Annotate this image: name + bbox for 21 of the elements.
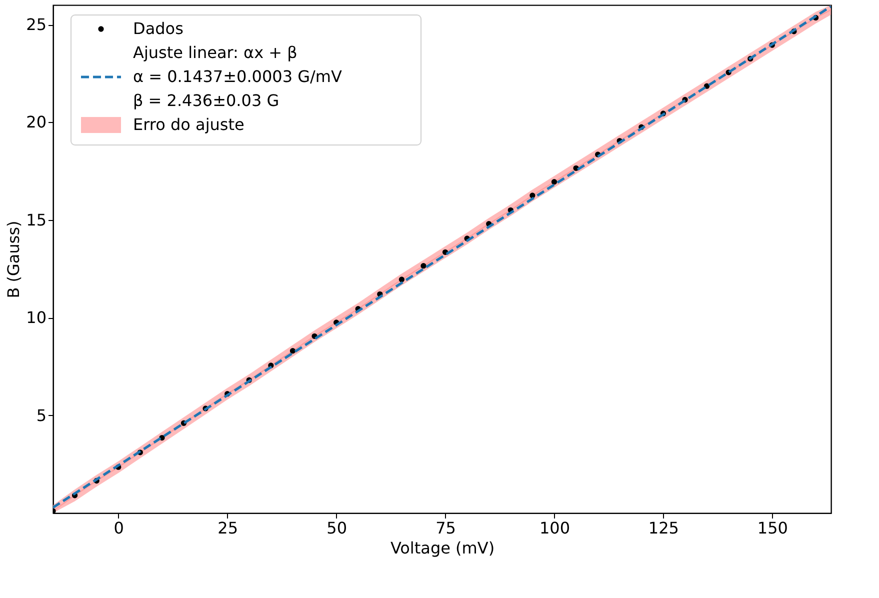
x-tick-label: 150 [757, 518, 788, 538]
x-tick-label: 75 [436, 518, 456, 538]
x-tick-label: 50 [326, 518, 347, 538]
x-tick-label: 125 [648, 518, 679, 538]
x-tick-label: 100 [539, 518, 570, 538]
y-tick-label: 20 [26, 112, 46, 132]
point [290, 348, 296, 354]
y-tick-label: 25 [26, 15, 46, 34]
x-tick-label: 0 [114, 518, 124, 538]
point [551, 179, 558, 185]
y-tick-label: 15 [26, 210, 46, 230]
legend-label: Erro do ajuste [133, 115, 244, 134]
x-tick-label: 25 [218, 518, 238, 538]
y-tick-label: 5 [36, 406, 46, 425]
point [420, 263, 426, 269]
legend-label: Dados [133, 19, 184, 38]
y-tick-label: 10 [26, 308, 46, 328]
y-axis-title: B (Gauss) [4, 220, 24, 298]
legend-label: Ajuste linear: αx + β α = 0.1437±0.0003 G/mV β = 2.436±0.03 G [133, 43, 342, 110]
point [398, 276, 405, 282]
x-axis-title: Voltage (mV) [390, 538, 495, 558]
